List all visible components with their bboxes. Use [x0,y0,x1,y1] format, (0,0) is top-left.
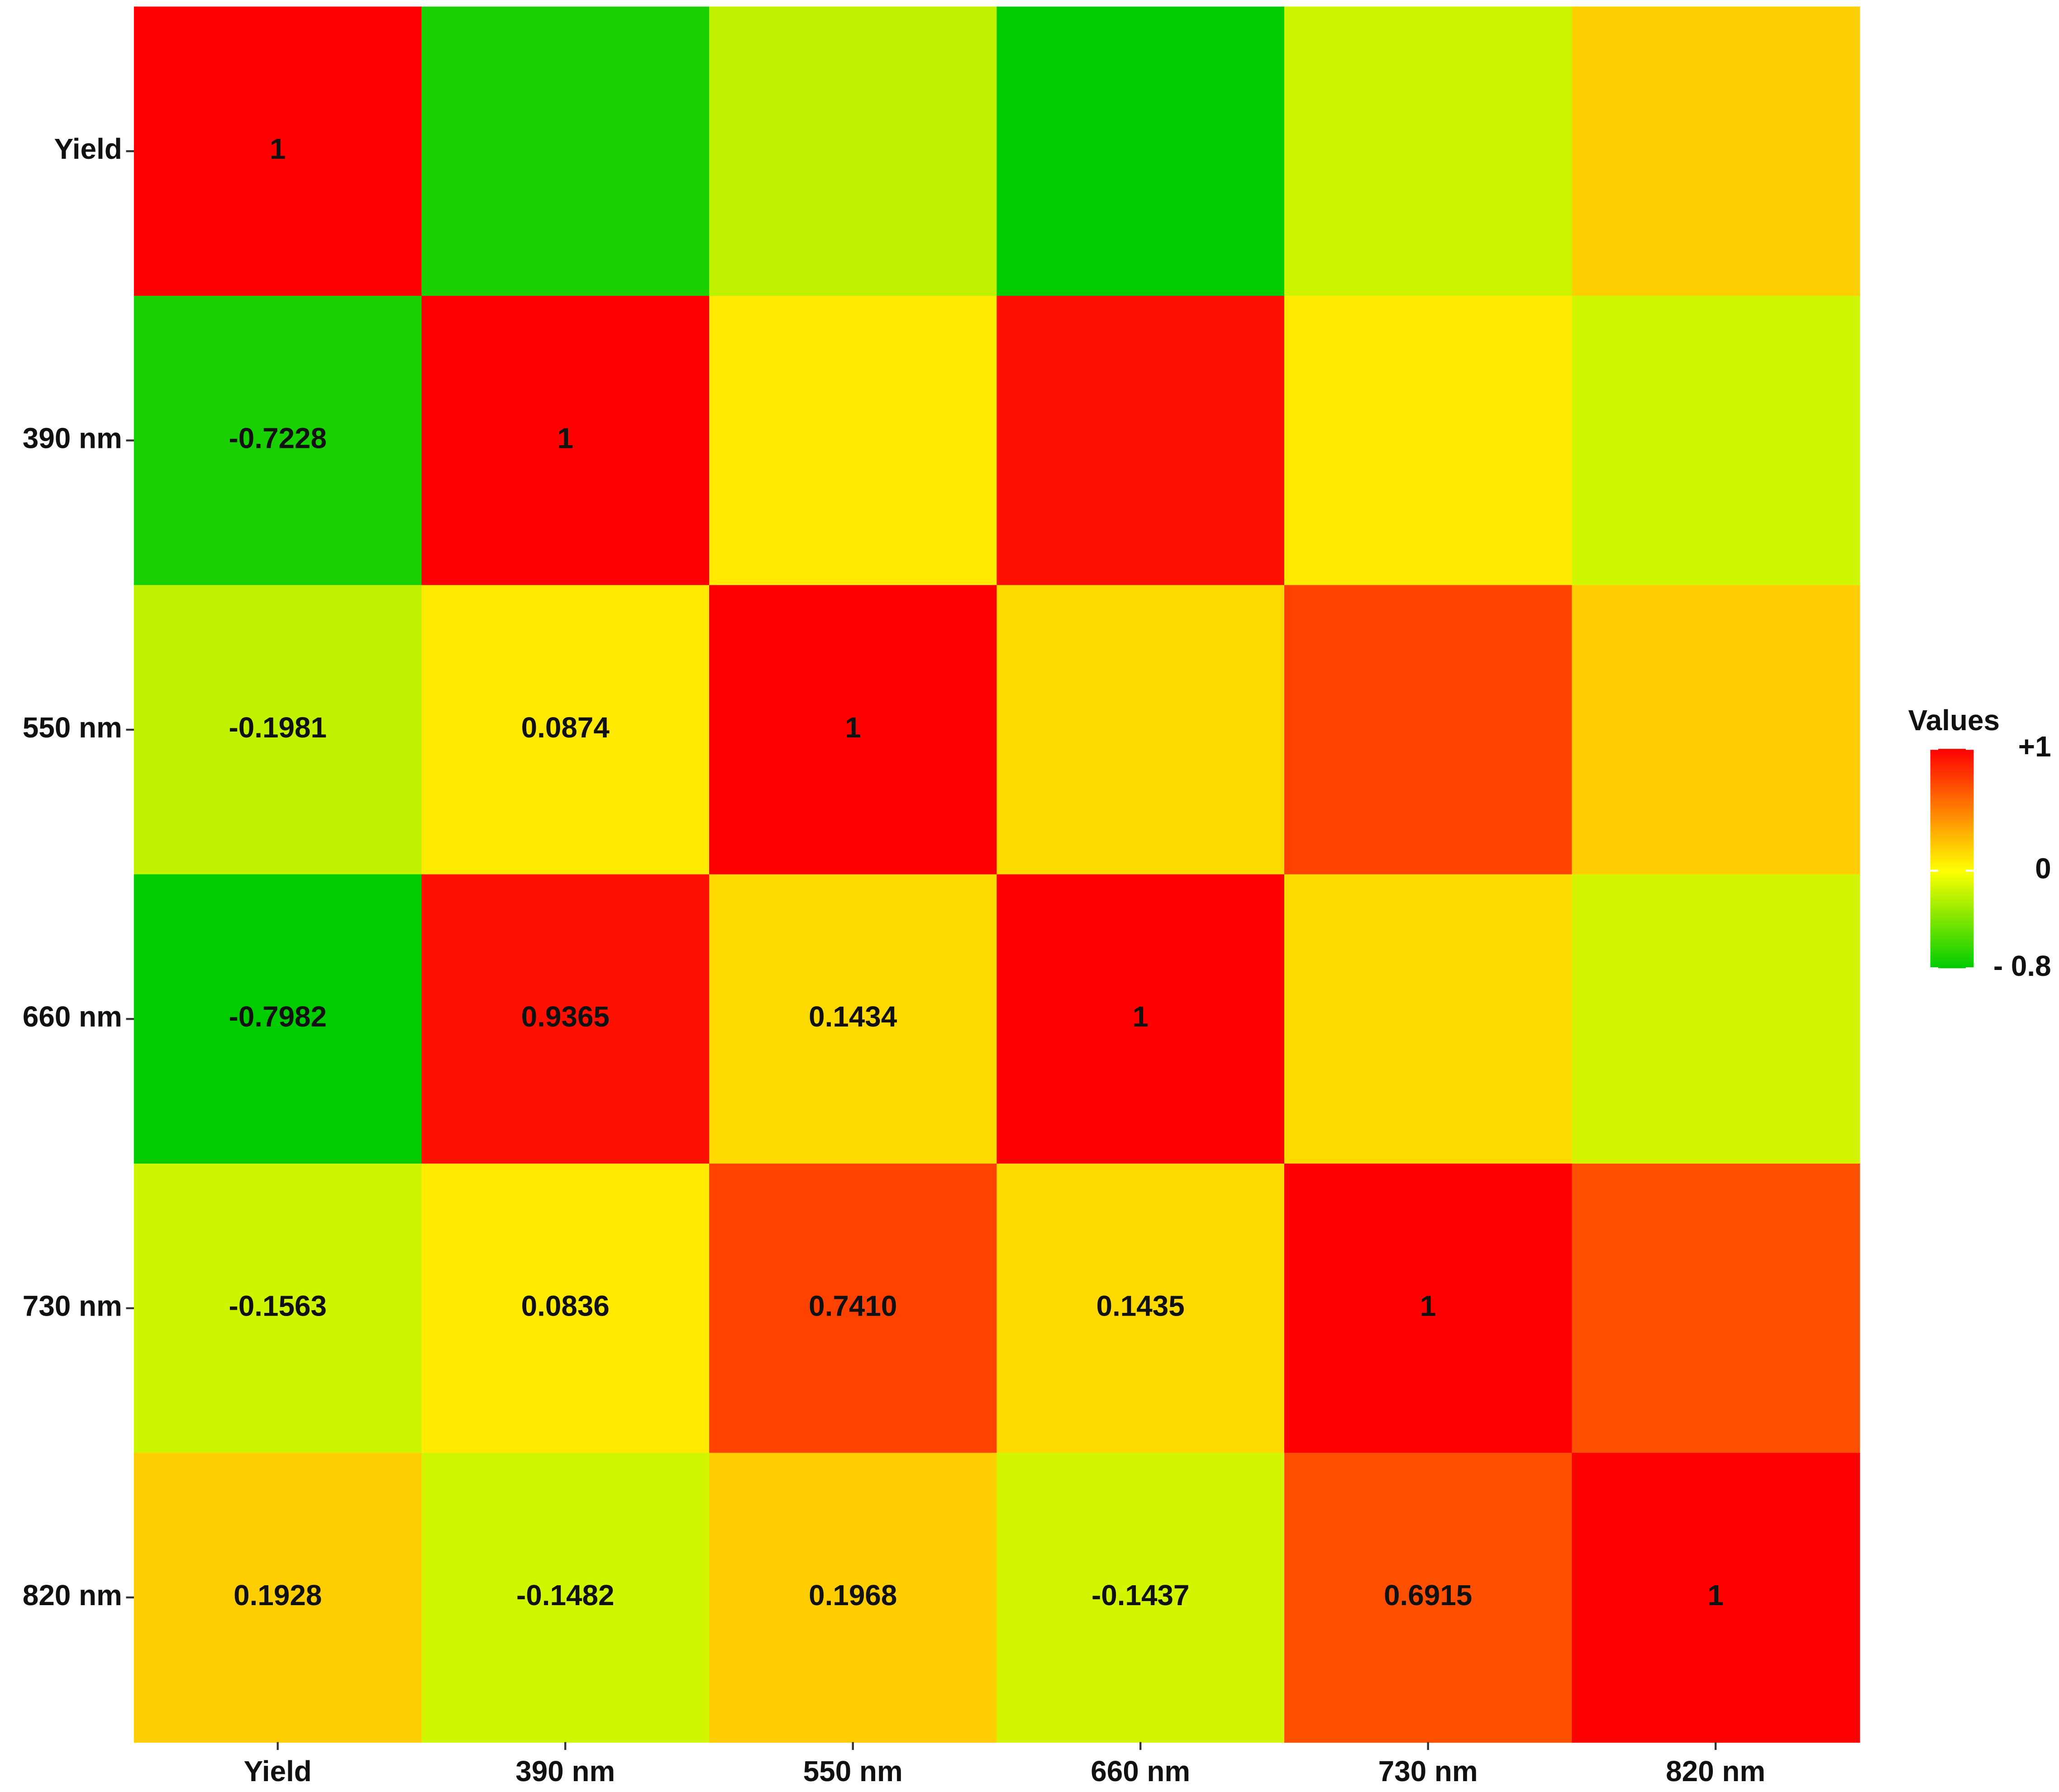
heatmap-cell [1284,1163,1573,1454]
x-tick-label: 730 nm [1378,1755,1478,1787]
cell-label: 0.1435 [1096,1289,1185,1322]
y-tick-label: 660 nm [23,1000,122,1033]
y-tick-label: 390 nm [23,422,122,454]
heatmap-cell [1284,1453,1573,1743]
y-tick-label: 730 nm [23,1289,122,1322]
colorbar [1930,749,1974,969]
colorbar-tick-label: +1 [2018,730,2051,763]
heatmap-cell [709,295,997,586]
cell-label: 0.1928 [234,1579,322,1611]
heatmap-cell [421,585,710,875]
heatmap-cell [996,295,1285,586]
cell-label: 0.1968 [809,1579,897,1611]
heatmap-cell [1572,1453,1860,1743]
heatmap-cell [1284,585,1573,875]
heatmap-cell [1572,1163,1860,1454]
x-tick-label: Yield [244,1755,312,1787]
heatmap-cell [996,585,1285,875]
x-tick-label: 390 nm [515,1755,615,1787]
cell-label: 0.0874 [521,711,610,744]
colorbar-tick-label: - 0.8 [1993,950,2051,982]
heatmap-cell [709,874,997,1165]
heatmap-cell [133,585,422,875]
cell-label: 1 [557,422,573,454]
x-tick-label: 550 nm [803,1755,903,1787]
heatmap-cell [996,1163,1285,1454]
cell-label: 1 [845,711,861,744]
heatmap-cell [1572,874,1860,1165]
heatmap-cell [709,1163,997,1454]
colorbar-tick-label: 0 [2035,852,2051,885]
legend-title: Values [1908,704,2000,737]
heatmap-cell [709,585,997,875]
heatmap-cell [133,874,422,1165]
y-tick-label: 820 nm [23,1579,122,1611]
x-tick-label: 820 nm [1666,1755,1765,1787]
y-tick-label: Yield [54,133,122,165]
heatmap-cell [1572,6,1860,297]
heatmap-cell [709,6,997,297]
cell-label: 0.1434 [809,1000,897,1033]
heatmap-cell [709,1453,997,1743]
cell-label: -0.1981 [229,711,327,744]
x-tick-label: 660 nm [1091,1755,1190,1787]
heatmap-cell [1284,6,1573,297]
cell-label: -0.1482 [516,1579,615,1611]
heatmap-cell [996,874,1285,1165]
heatmap-cell [421,1453,710,1743]
heatmap-cell [133,1453,422,1743]
heatmap-cell [421,874,710,1165]
heatmap-cell [133,295,422,586]
cell-label: 1 [1132,1000,1149,1033]
heatmap-cell [421,295,710,586]
cell-label: 0.6915 [1384,1579,1472,1611]
cell-label: 0.9365 [521,1000,610,1033]
heatmap-cell [996,6,1285,297]
heatmap-cell [133,6,422,297]
heatmap-cell [996,1453,1285,1743]
cell-label: 0.0836 [521,1289,610,1322]
heatmap-cell [421,6,710,297]
heatmap-cell [1572,295,1860,586]
heatmap-cell [1284,874,1573,1165]
cell-label: -0.7228 [229,422,327,454]
heatmap-cell [133,1163,422,1454]
heatmap-cell [1284,295,1573,586]
cell-label: -0.1437 [1091,1579,1190,1611]
cell-label: 1 [270,133,286,165]
heatmap-cell [1572,585,1860,875]
heatmap-cell [421,1163,710,1454]
cell-label: -0.7982 [229,1000,327,1033]
cell-label: -0.1563 [229,1289,327,1322]
cell-label: 1 [1420,1289,1436,1322]
y-tick-label: 550 nm [23,711,122,744]
cell-label: 1 [1707,1579,1724,1611]
cell-label: 0.7410 [809,1289,897,1322]
